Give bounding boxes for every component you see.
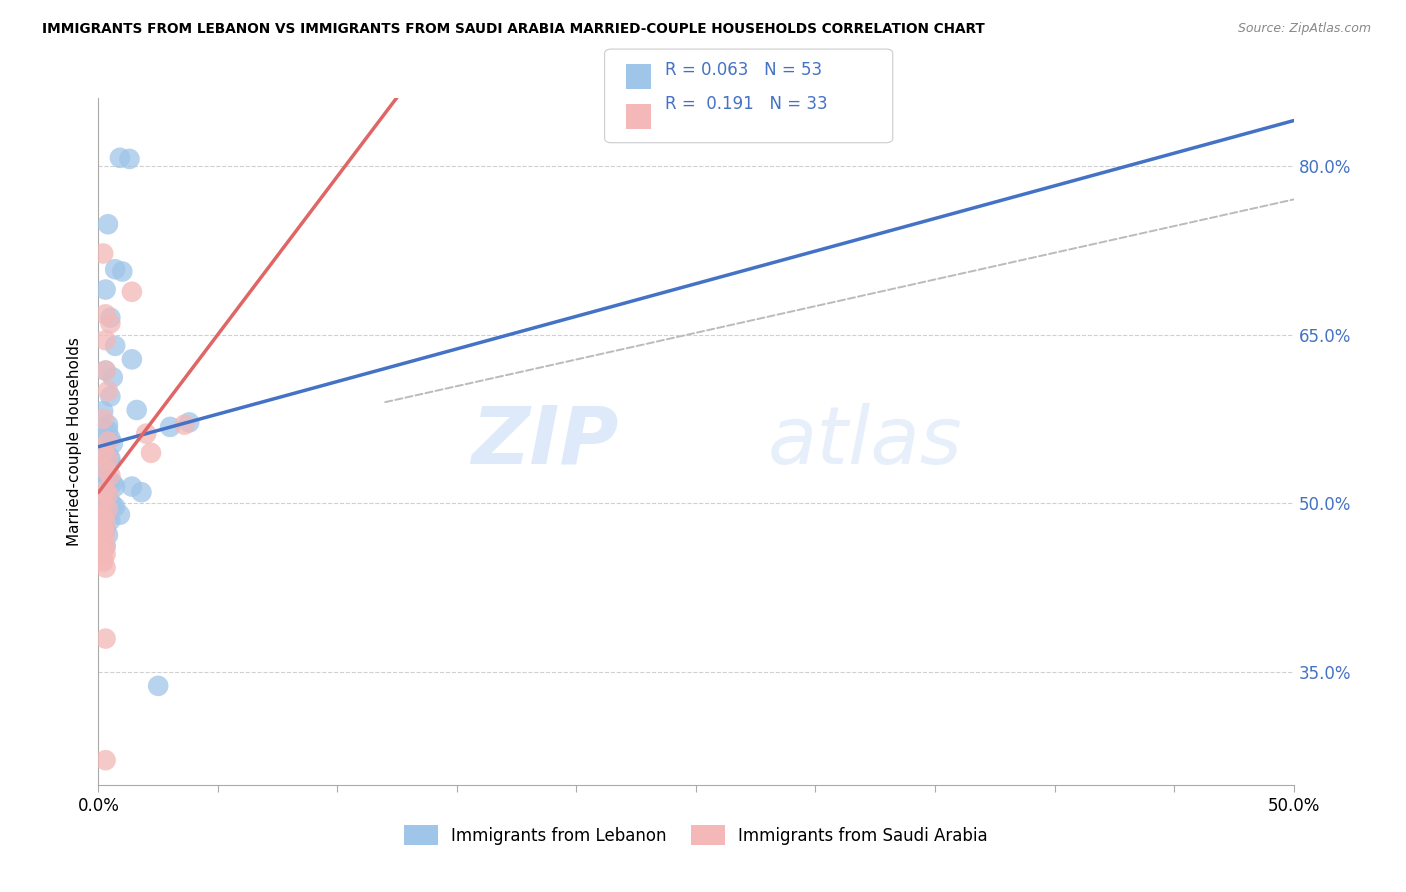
- Point: [91, 446, 114, 460]
- Point: [91, 496, 114, 510]
- Point: [91, 421, 114, 435]
- Point: [94, 333, 117, 347]
- Point: [111, 264, 134, 278]
- Y-axis label: Married-couple Households: Married-couple Households: [67, 337, 83, 546]
- Point: [97, 423, 120, 437]
- Point: [91, 404, 114, 418]
- Point: [97, 417, 120, 432]
- Point: [97, 384, 120, 398]
- Point: [91, 521, 114, 535]
- Point: [91, 543, 114, 558]
- Text: IMMIGRANTS FROM LEBANON VS IMMIGRANTS FROM SAUDI ARABIA MARRIED-COUPLE HOUSEHOLD: IMMIGRANTS FROM LEBANON VS IMMIGRANTS FR…: [42, 22, 986, 37]
- Text: Source: ZipAtlas.com: Source: ZipAtlas.com: [1237, 22, 1371, 36]
- Point: [91, 536, 114, 550]
- Text: ZIP: ZIP: [471, 402, 619, 481]
- Point: [97, 217, 120, 231]
- Point: [139, 446, 162, 460]
- Point: [94, 434, 117, 449]
- Point: [98, 474, 122, 488]
- Point: [98, 316, 122, 330]
- Point: [94, 463, 117, 477]
- Text: R = 0.063   N = 53: R = 0.063 N = 53: [665, 61, 823, 78]
- Point: [94, 539, 117, 553]
- Point: [94, 753, 117, 767]
- Point: [135, 426, 157, 441]
- Point: [98, 494, 122, 508]
- Point: [125, 403, 148, 417]
- Point: [104, 479, 127, 493]
- Point: [97, 502, 120, 516]
- Point: [173, 417, 195, 432]
- Point: [97, 451, 120, 466]
- Point: [94, 506, 117, 520]
- Point: [131, 485, 153, 500]
- Point: [118, 152, 141, 166]
- Point: [94, 632, 117, 646]
- Point: [97, 472, 120, 486]
- Point: [94, 307, 117, 321]
- Point: [159, 420, 181, 434]
- Point: [101, 499, 124, 513]
- Point: [91, 483, 114, 497]
- Point: [91, 510, 114, 524]
- Point: [94, 283, 117, 297]
- Point: [97, 434, 120, 449]
- Text: atlas: atlas: [768, 402, 963, 481]
- Point: [121, 479, 143, 493]
- Point: [98, 451, 122, 466]
- Point: [98, 513, 122, 527]
- Point: [101, 476, 124, 491]
- Point: [94, 516, 117, 530]
- Point: [108, 151, 131, 165]
- Point: [121, 352, 143, 367]
- Point: [97, 491, 120, 505]
- Point: [98, 496, 122, 510]
- Point: [94, 363, 117, 377]
- Point: [94, 539, 117, 553]
- Text: R =  0.191   N = 33: R = 0.191 N = 33: [665, 95, 828, 113]
- Point: [148, 679, 170, 693]
- Point: [98, 310, 122, 325]
- Point: [94, 468, 117, 483]
- Point: [91, 412, 114, 426]
- Point: [97, 487, 120, 501]
- Point: [97, 510, 120, 524]
- Point: [91, 519, 114, 533]
- Point: [104, 500, 127, 514]
- Point: [101, 370, 124, 384]
- Point: [101, 437, 124, 451]
- Point: [91, 555, 114, 569]
- Point: [91, 502, 114, 516]
- Point: [94, 489, 117, 503]
- Point: [98, 468, 122, 483]
- Point: [98, 390, 122, 404]
- Point: [91, 533, 114, 547]
- Point: [94, 522, 117, 536]
- Point: [94, 363, 117, 377]
- Point: [121, 285, 143, 299]
- Point: [98, 431, 122, 445]
- Point: [91, 553, 114, 567]
- Point: [91, 246, 114, 260]
- Point: [94, 547, 117, 561]
- Legend: Immigrants from Lebanon, Immigrants from Saudi Arabia: Immigrants from Lebanon, Immigrants from…: [405, 825, 987, 846]
- Point: [97, 528, 120, 542]
- Point: [94, 483, 117, 497]
- Point: [94, 527, 117, 541]
- Point: [94, 560, 117, 574]
- Point: [94, 489, 117, 503]
- Point: [98, 455, 122, 469]
- Point: [91, 465, 114, 479]
- Point: [94, 446, 117, 460]
- Point: [108, 508, 131, 522]
- Point: [179, 416, 201, 430]
- Point: [104, 339, 127, 353]
- Point: [97, 448, 120, 462]
- Point: [104, 262, 127, 277]
